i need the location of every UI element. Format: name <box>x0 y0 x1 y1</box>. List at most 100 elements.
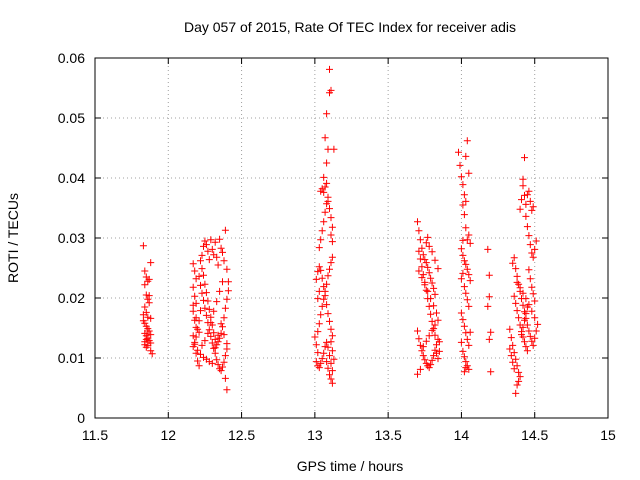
data-point <box>211 344 219 352</box>
data-point <box>422 337 430 345</box>
data-point <box>415 267 423 275</box>
data-point <box>198 251 206 259</box>
data-point <box>427 274 435 282</box>
data-point <box>194 346 202 354</box>
data-point <box>192 323 200 331</box>
data-point <box>523 321 531 329</box>
data-point <box>460 257 468 265</box>
data-point <box>522 200 530 208</box>
data-point <box>204 329 212 337</box>
data-point <box>207 236 215 244</box>
data-point <box>221 352 229 360</box>
data-point <box>148 350 156 358</box>
data-point <box>428 279 436 287</box>
x-tick-label: 12.5 <box>228 427 255 443</box>
data-point <box>433 309 440 317</box>
data-point <box>208 339 216 347</box>
data-point <box>323 358 331 366</box>
data-point <box>214 361 222 369</box>
data-point <box>221 226 229 234</box>
data-point <box>418 244 426 252</box>
data-point <box>318 227 326 235</box>
data-point <box>459 316 467 324</box>
data-point <box>528 283 536 291</box>
data-point <box>463 265 471 273</box>
data-point <box>189 260 197 268</box>
data-point <box>208 359 216 367</box>
data-point <box>326 265 333 273</box>
data-point <box>515 314 523 322</box>
data-point <box>192 349 200 357</box>
data-point <box>521 308 528 316</box>
data-point <box>144 295 152 303</box>
data-point <box>191 338 199 346</box>
data-point <box>418 274 426 282</box>
data-point <box>317 236 325 244</box>
data-point <box>324 310 332 318</box>
data-point <box>312 275 320 283</box>
data-point <box>428 317 436 325</box>
data-point <box>459 251 467 259</box>
data-point <box>223 340 231 348</box>
x-tick-label: 12 <box>160 427 176 443</box>
data-point <box>484 245 492 253</box>
y-tick-label: 0.01 <box>58 350 85 366</box>
data-point <box>528 249 536 257</box>
data-point <box>208 245 216 253</box>
data-point <box>425 302 433 310</box>
data-point <box>321 183 329 191</box>
data-point <box>324 364 332 372</box>
data-point <box>324 343 332 351</box>
data-point <box>321 343 329 351</box>
data-point <box>221 374 229 382</box>
data-point <box>424 263 432 271</box>
data-point <box>456 161 464 169</box>
data-point <box>213 341 221 349</box>
data-point <box>327 338 335 346</box>
data-point <box>459 269 467 277</box>
data-point <box>327 375 335 383</box>
data-point <box>144 313 152 321</box>
data-point <box>462 197 470 205</box>
x-tick-label: 13.5 <box>375 427 402 443</box>
data-point <box>142 343 150 351</box>
data-point <box>465 271 473 279</box>
data-point <box>435 338 443 346</box>
data-point <box>516 284 524 292</box>
data-point <box>523 191 531 199</box>
data-point <box>201 337 209 345</box>
data-point <box>521 338 528 346</box>
data-point <box>518 331 525 339</box>
data-point <box>321 292 329 300</box>
x-tick-label: 11.5 <box>82 427 108 443</box>
data-point <box>507 352 515 360</box>
data-point <box>216 334 224 342</box>
data-point <box>219 363 226 371</box>
data-point <box>519 175 527 183</box>
data-point <box>427 295 435 303</box>
data-point <box>210 329 218 337</box>
data-point <box>314 268 322 276</box>
data-point <box>321 208 329 216</box>
data-point <box>460 283 468 291</box>
data-point <box>220 358 228 366</box>
data-point <box>141 338 149 346</box>
data-point <box>216 235 224 243</box>
data-point <box>415 335 423 343</box>
data-point <box>534 320 542 328</box>
data-point <box>139 311 147 319</box>
data-point <box>326 205 333 213</box>
data-point <box>421 256 429 264</box>
data-point <box>525 187 533 195</box>
data-point <box>194 325 202 333</box>
data-point <box>219 323 226 331</box>
data-point <box>513 307 521 315</box>
x-tick-label: 13 <box>307 427 323 443</box>
data-point <box>416 365 424 373</box>
data-point <box>200 353 207 361</box>
data-point <box>416 255 424 263</box>
data-point <box>510 254 518 262</box>
x-tick-label: 15 <box>600 427 616 443</box>
data-point <box>198 265 206 273</box>
data-point <box>522 343 530 351</box>
